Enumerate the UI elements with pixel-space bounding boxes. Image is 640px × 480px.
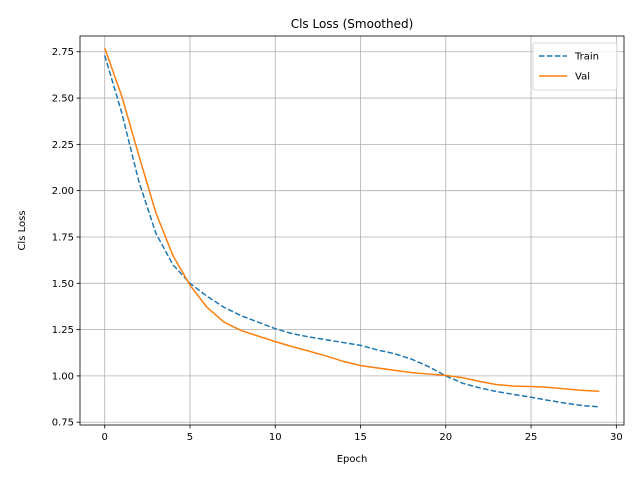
y-tick-label: 1.75	[52, 232, 74, 243]
y-tick-label: 2.50	[52, 94, 74, 105]
y-tick-label: 0.75	[52, 418, 74, 429]
legend-box	[532, 42, 618, 91]
y-tick-label: 1.25	[52, 325, 74, 336]
y-tick-label: 2.25	[52, 140, 74, 151]
plot-frame	[79, 35, 625, 426]
x-tick-label: 25	[525, 432, 538, 443]
x-tick-label: 30	[610, 432, 623, 443]
x-tick-label: 15	[354, 432, 367, 443]
y-axis-label: Cls Loss	[17, 210, 28, 250]
x-tick-label: 10	[269, 432, 282, 443]
chart-title: Cls Loss (Smoothed)	[291, 17, 414, 31]
series-layer	[104, 47, 600, 408]
legend-label-train: Train	[574, 52, 599, 63]
legend-label-val: Val	[575, 72, 590, 83]
x-tick-label: 20	[439, 432, 452, 443]
ticks: 0 5 10 15 20 25 30 0.75 1.00 1.25 1.50 1.75 2.00 2.25…	[52, 47, 623, 443]
y-tick-label: 1.00	[52, 371, 74, 382]
y-tick-label: 2.75	[52, 47, 74, 58]
x-tick-label: 5	[187, 432, 193, 443]
y-tick-label: 1.50	[52, 279, 74, 290]
x-axis-label: Epoch	[337, 454, 368, 465]
grid	[80, 36, 624, 425]
series-line-val	[104, 47, 600, 393]
y-tick-label: 2.00	[52, 186, 74, 197]
x-tick-label: 0	[102, 432, 108, 443]
legend: Train Val	[532, 42, 618, 91]
